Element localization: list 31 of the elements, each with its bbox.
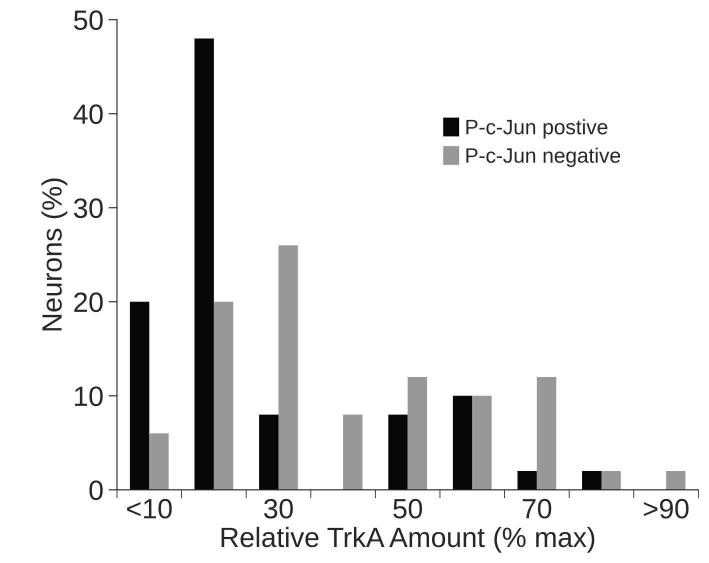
x-tick-label: <10 (127, 498, 172, 519)
bar (536, 376, 556, 490)
bar (601, 471, 621, 490)
bar (582, 471, 602, 490)
bar (343, 414, 362, 490)
y-tick-label: 0 (89, 480, 103, 500)
y-axis-title: Neurons (%) (41, 178, 68, 330)
bar (214, 302, 234, 490)
legend-label: P-c-Jun postive (466, 119, 608, 139)
y-tick-label: 20 (74, 292, 103, 312)
y-tick-label: 10 (75, 386, 103, 406)
y-tick-label: 30 (74, 198, 103, 218)
bar (149, 433, 169, 490)
x-tick-label: 30 (264, 498, 293, 519)
y-tick-label: 40 (74, 104, 103, 124)
x-tick-label: 50 (393, 498, 422, 519)
bar (194, 38, 214, 490)
x-tick-label: 70 (522, 498, 552, 519)
x-tick-label: >90 (644, 498, 689, 519)
bar (259, 414, 278, 490)
bar (278, 245, 298, 490)
legend-label: P-c-Jun negative (466, 148, 620, 168)
x-axis-title: Relative TrkA Amount (% max) (222, 526, 594, 553)
bar (472, 396, 492, 490)
bar (517, 471, 537, 490)
bar (388, 414, 408, 490)
bar (130, 302, 150, 490)
bar (452, 396, 472, 490)
y-tick-label: 50 (74, 10, 103, 30)
bar (666, 471, 686, 490)
bar (408, 376, 428, 490)
